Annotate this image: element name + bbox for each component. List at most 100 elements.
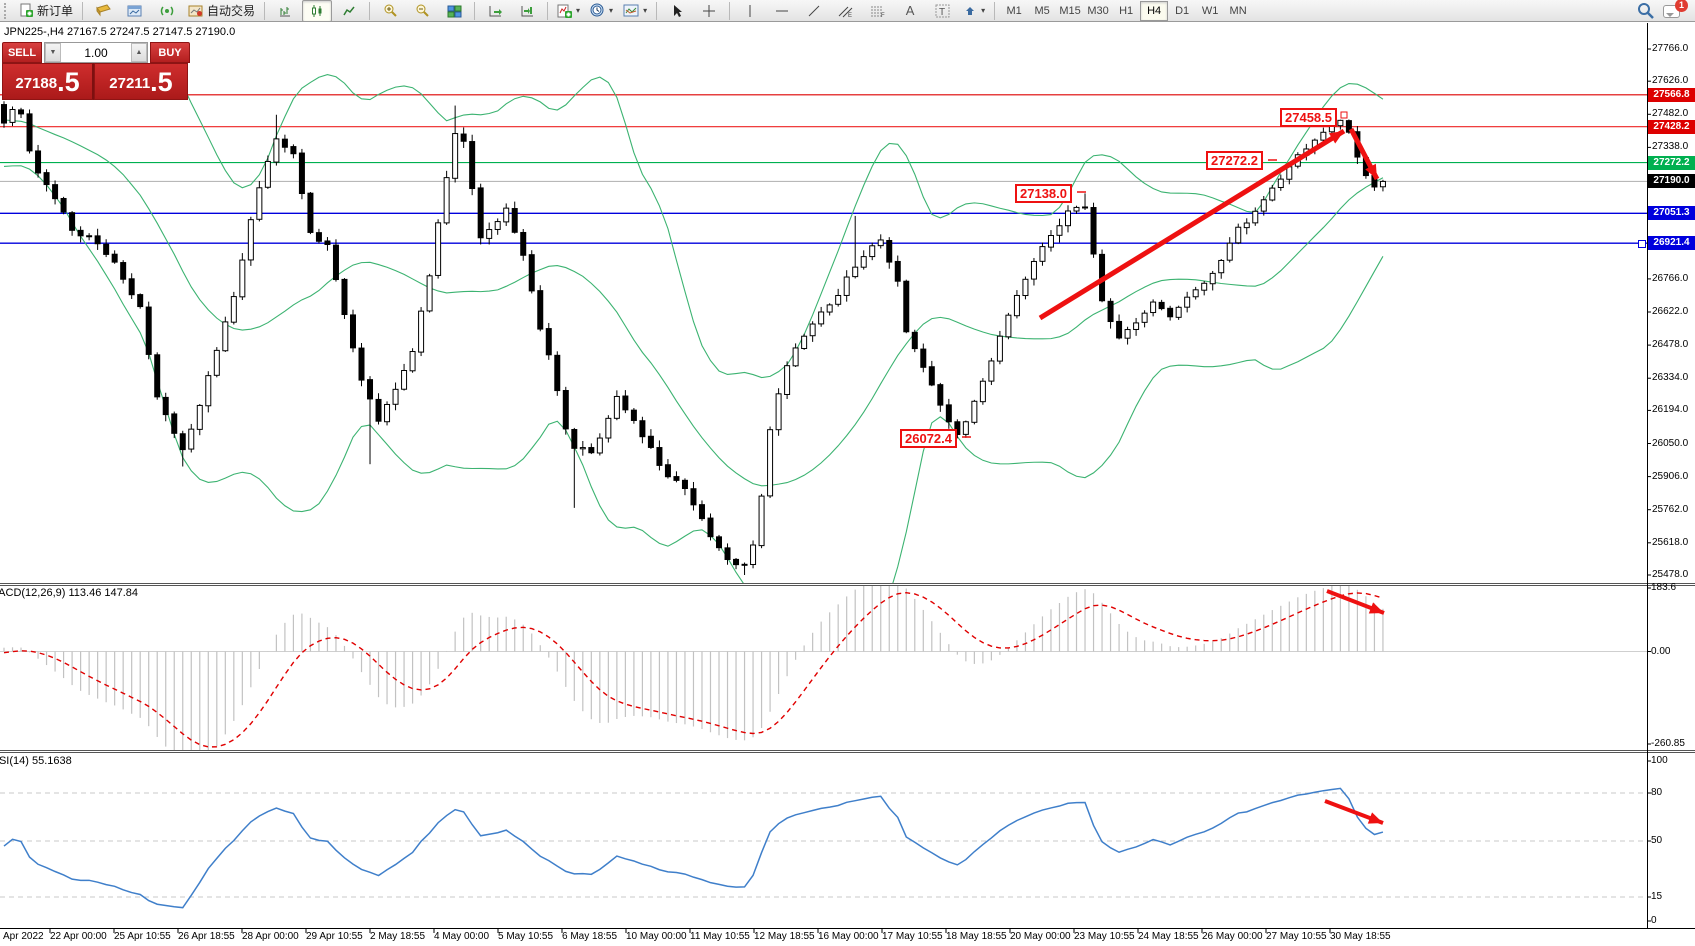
periods-button[interactable]: ▾: [586, 0, 617, 22]
timeframe-m1[interactable]: M1: [1006, 4, 1022, 17]
indicators-button[interactable]: ▾: [553, 0, 584, 22]
zoom-out-button[interactable]: [407, 0, 437, 22]
price-level-lines: [0, 94, 1647, 244]
time-axis-label: 28 Apr 00:00: [242, 931, 299, 942]
timeframe-h1[interactable]: H1: [1119, 4, 1134, 17]
price-tag-27272.2: 27272.2: [1648, 155, 1695, 170]
timeframe-w1[interactable]: W1: [1201, 4, 1219, 17]
signals-icon: [160, 6, 173, 15]
chart-symbol-ohlc: JPN225-,H4 27167.5 27247.5 27147.5 27190…: [4, 26, 236, 38]
vline-tool-button[interactable]: [735, 0, 765, 22]
price-annotation-box[interactable]: 27272.2: [1206, 151, 1263, 170]
new-order-label: 新订单: [37, 4, 74, 18]
trend-arrows[interactable]: [962, 111, 1385, 825]
candles[interactable]: [1, 101, 1386, 575]
channel-tool-button[interactable]: E: [831, 0, 861, 22]
cursor-tool-button[interactable]: [662, 0, 692, 22]
new-order-button[interactable]: 新订单: [15, 0, 77, 22]
horizontal-line-icon: [776, 10, 789, 11]
time-axis-label: 27 May 10:55: [1266, 931, 1327, 942]
zoom-out-icon: [416, 4, 429, 17]
vertical-line-icon: [749, 4, 751, 17]
fibonacci-tool-button[interactable]: F: [863, 0, 893, 22]
timeframe-mn[interactable]: MN: [1229, 4, 1247, 17]
volume-input[interactable]: 1.00: [84, 45, 108, 60]
buy-price-display[interactable]: 27211 .5: [94, 63, 188, 100]
time-axis-label: 5 May 10:55: [498, 931, 554, 942]
price-annotation-box[interactable]: 27138.0: [1015, 184, 1072, 203]
price-tick-label: 26766.0: [1652, 272, 1689, 284]
time-axis-label: 29 Apr 10:55: [306, 931, 363, 942]
timeframe-m15[interactable]: M15: [1059, 4, 1081, 17]
price-tag-27566.8: 27566.8: [1648, 87, 1695, 102]
price-tick-label: 25478.0: [1652, 569, 1689, 580]
price-tick-label: 27626.0: [1652, 75, 1689, 87]
time-axis-label: 17 May 10:55: [882, 931, 943, 942]
market-watch-button[interactable]: [88, 0, 118, 22]
selected-line-handle[interactable]: [1638, 240, 1646, 249]
equidistant-channel-icon: E: [838, 6, 853, 18]
timeframe-h4[interactable]: H4: [1140, 0, 1169, 21]
templates-button[interactable]: ▾: [619, 0, 651, 22]
bar-chart-mode-button[interactable]: [270, 0, 300, 22]
time-axis-label: 4 May 00:00: [434, 931, 490, 942]
buy-price-frac: .5: [150, 67, 173, 97]
line-chart-mode-button[interactable]: [334, 0, 364, 22]
price-tick-label: 25762.0: [1652, 503, 1689, 515]
macd-label: MACD(12,26,9) 113.46 147.84: [0, 587, 139, 599]
time-axis-label: 2 May 18:55: [370, 931, 426, 942]
text-a-icon: A: [905, 3, 915, 18]
hline-tool-button[interactable]: [767, 0, 797, 22]
notifications-button[interactable]: 1: [1663, 0, 1688, 21]
trendline-icon: [808, 5, 820, 16]
gold-package-icon: [96, 4, 111, 17]
svg-text:T: T: [939, 7, 945, 18]
svg-text:F: F: [881, 13, 885, 18]
price-tick-label: 26194.0: [1652, 404, 1689, 416]
price-annotation-box[interactable]: 26072.4: [900, 429, 957, 448]
arrows-caret: ▾: [981, 6, 986, 15]
chart-shift-button[interactable]: [512, 0, 542, 22]
arrows-tool-button[interactable]: ▾: [959, 0, 989, 22]
sell-button[interactable]: SELL: [2, 42, 42, 63]
tile-windows-icon: [447, 5, 462, 17]
text-label-tool-button[interactable]: T: [927, 0, 957, 22]
zoom-in-button[interactable]: [375, 0, 405, 22]
price-annotation-box[interactable]: 27458.5: [1280, 108, 1337, 127]
price-tick-label: 27482.0: [1652, 108, 1689, 120]
time-axis-label: 12 May 18:55: [754, 931, 815, 942]
tile-windows-button[interactable]: [439, 0, 469, 22]
time-axis-label: 23 May 10:55: [1074, 931, 1135, 942]
auto-scroll-button[interactable]: [480, 0, 510, 22]
text-tool-button[interactable]: A: [895, 0, 925, 22]
time-axis-label: 25 Apr 10:55: [114, 931, 171, 942]
toolbar-grip[interactable]: [4, 2, 11, 19]
crosshair-tool-button[interactable]: [694, 0, 724, 22]
volume-decrease-button[interactable]: ▼: [45, 43, 61, 62]
search-icon[interactable]: [1637, 2, 1655, 20]
trendline-tool-button[interactable]: [799, 0, 829, 22]
timeframe-m5[interactable]: M5: [1034, 4, 1050, 17]
signals-button[interactable]: [152, 0, 182, 22]
time-axis-label: 16 May 00:00: [818, 931, 879, 942]
timeframe-group: M1 M5 M15 M30 H1 H4 D1 W1 MN: [1000, 0, 1252, 21]
one-click-trading-panel: SELL ▼ 1.00 ▲ BUY 27188 .5 27211 .5: [2, 42, 190, 100]
volume-increase-button[interactable]: ▲: [131, 43, 147, 62]
time-axis-label: 26 May 00:00: [1202, 931, 1263, 942]
sell-price-main: 27188: [15, 75, 58, 92]
price-tag-27190.0: 27190.0: [1648, 174, 1695, 189]
auto-trading-button[interactable]: 自动交易: [184, 0, 259, 22]
buy-button[interactable]: BUY: [150, 42, 190, 63]
sell-price-display[interactable]: 27188 .5: [2, 63, 94, 100]
rsi-panel-plot: [0, 787, 1647, 909]
price-tick-label: 27766.0: [1652, 43, 1689, 54]
timeframe-m30[interactable]: M30: [1087, 4, 1109, 17]
timeframe-d1[interactable]: D1: [1175, 4, 1190, 17]
rsi-scale-label: 80: [1651, 787, 1663, 798]
price-tick-label: 25906.0: [1652, 470, 1689, 482]
charts-window-button[interactable]: [120, 0, 150, 22]
price-tag-27051.3: 27051.3: [1648, 206, 1695, 221]
price-tick-label: 27338.0: [1652, 141, 1689, 153]
candlestick-mode-button[interactable]: [302, 0, 333, 22]
